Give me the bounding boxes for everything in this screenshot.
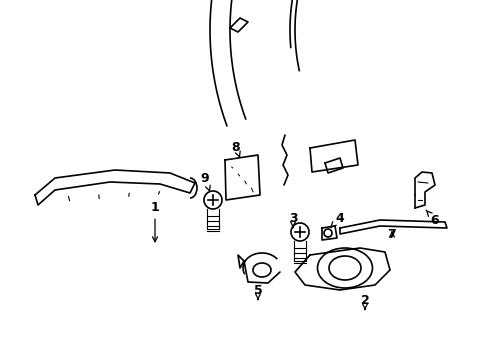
Text: 5: 5 [253,284,262,300]
Text: 7: 7 [387,229,396,242]
Text: 3: 3 [288,212,297,228]
Text: 2: 2 [360,293,368,309]
Text: 9: 9 [200,171,210,191]
Text: 6: 6 [425,210,438,226]
Text: 8: 8 [231,140,240,157]
Text: 1: 1 [150,201,159,242]
Text: 4: 4 [330,212,344,227]
